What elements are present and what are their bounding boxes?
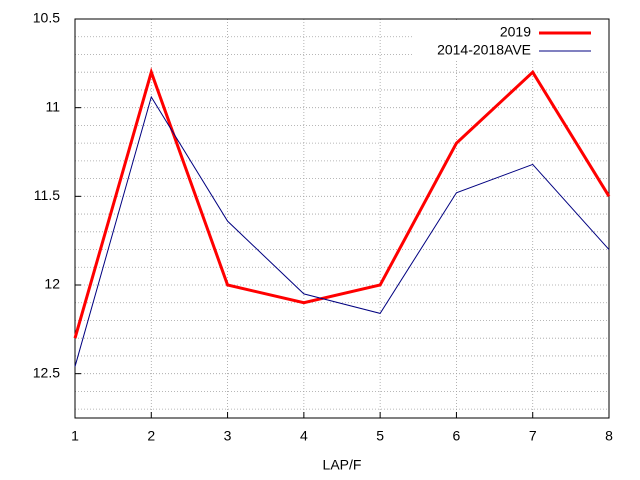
legend-label: 2014-2018AVE (437, 42, 531, 58)
legend-background (414, 20, 607, 60)
x-tick-label: 6 (453, 428, 461, 444)
x-tick-label: 5 (376, 428, 384, 444)
x-tick-label: 3 (224, 428, 232, 444)
plot-frame (74, 18, 610, 419)
x-axis-label: LAP/F (323, 457, 362, 473)
y-tick-label: 10.5 (33, 10, 60, 26)
y-tick-label: 11 (45, 98, 60, 114)
x-tick-label: 7 (529, 428, 537, 444)
y-tick-label: 12.5 (33, 364, 60, 380)
y-tick-label: 11.5 (34, 187, 60, 203)
x-tick-label: 4 (300, 428, 308, 444)
x-tick-label: 8 (605, 428, 613, 444)
series-line (73, 67, 611, 339)
y-tick-label: 12 (44, 276, 60, 292)
legend-label: 2019 (500, 24, 531, 40)
x-tick-label: 1 (71, 428, 79, 444)
x-tick-label: 2 (147, 428, 155, 444)
series-line (74, 95, 610, 367)
